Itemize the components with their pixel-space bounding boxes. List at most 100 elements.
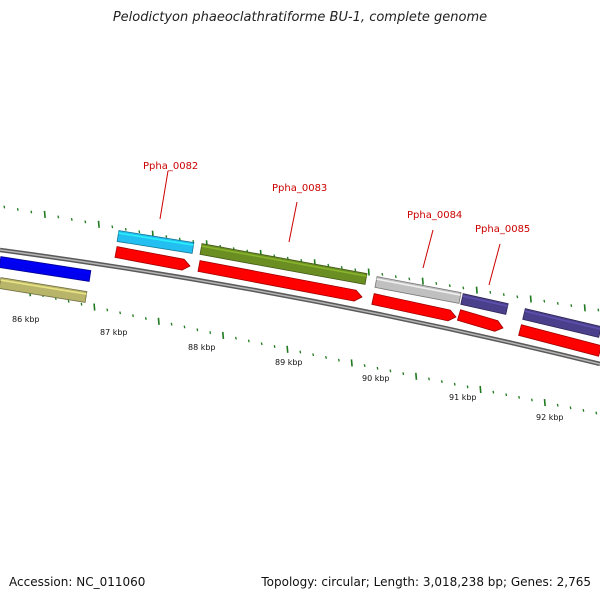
major-tick [221,331,225,339]
major-tick [583,304,586,312]
minor-tick [299,350,302,354]
minor-tick [435,281,438,285]
cds-arrow [456,309,504,332]
gene-bar-cyan [116,230,195,254]
minor-tick [273,345,276,348]
gene-bar-olive-highlight [201,245,367,277]
gene-label: Ppha_0083 [272,183,327,194]
minor-tick [440,380,443,384]
minor-tick [247,339,250,343]
genome-backbone [0,247,600,367]
minor-tick [394,275,397,279]
gene-bar-slate [522,308,600,338]
minor-tick [235,336,237,340]
minor-tick [448,284,451,288]
gene-bar-blue [0,256,92,282]
gene-bar-slate [460,293,509,315]
cds-arrow-highlight [373,295,450,314]
cds-arrow-highlight [459,311,498,324]
minor-tick [337,358,340,362]
minor-tick [453,382,456,386]
gene-callout: Ppha_0084 [407,210,462,269]
minor-tick [428,377,430,381]
tick-row-top [3,205,600,312]
minor-tick [84,220,87,224]
gene-callouts: Ppha_0082 Ppha_0083 Ppha_0084 Ppha_0085 [143,161,530,286]
cds-arrow-highlight [116,248,184,263]
minor-tick [389,369,392,373]
major-tick [367,268,370,276]
gene-callout: Ppha_0085 [475,224,530,286]
leader-line [288,201,298,243]
kbp-label: 89 kbp [275,358,303,367]
gene-bar-slate-highlight [462,295,508,307]
minor-tick [466,385,469,389]
gene-label: Ppha_0085 [475,224,530,235]
major-tick [286,345,289,353]
minor-tick [340,266,343,269]
backbone-highlight [0,249,600,365]
gene-bar-silver-highlight [376,278,461,296]
major-tick [529,295,532,303]
minor-tick [30,210,33,214]
minor-tick [402,372,405,376]
major-tick [157,317,160,325]
kbp-label: 90 kbp [362,374,390,383]
kbp-label-row: 86 kbp 87 kbp 88 kbp 89 kbp 90 kbp 91 kbp 92 k… [12,315,564,422]
gene-bar-khaki-highlight [0,279,87,295]
major-tick [97,220,100,228]
minor-tick [70,217,73,221]
feature-track [0,230,600,357]
minor-tick [327,263,330,267]
kbp-label: 91 kbp [449,393,477,402]
gene-callout: Ppha_0082 [143,161,198,220]
minor-tick [597,308,600,312]
major-tick [350,359,353,367]
major-tick [415,372,418,380]
map-title: Pelodictyon phaeoclathratiforme BU-1, co… [112,10,488,25]
kbp-label: 92 kbp [536,413,564,422]
minor-tick [570,304,573,308]
major-tick [93,303,96,311]
gene-bar-khaki [0,277,88,303]
gene-bar-cyan-highlight [118,232,194,246]
major-tick [43,210,46,219]
major-tick [479,385,482,394]
gene-bar-blue-highlight [0,258,91,274]
cds-arrow-highlight [199,262,356,294]
genome-summary-text: Topology: circular; Length: 3,018,238 bp… [261,575,591,589]
minor-tick [518,395,521,399]
gene-label: Ppha_0084 [407,210,462,221]
minor-tick [312,353,315,357]
cds-arrow-highlight [520,326,600,349]
minor-tick [408,277,411,281]
minor-tick [178,237,181,241]
minor-tick [57,215,60,219]
minor-tick [132,314,134,318]
accession-text: Accession: NC_011060 [9,575,146,589]
gene-bar-silver [374,276,462,304]
gene-bar-olive [199,243,368,285]
major-tick [421,277,424,285]
cds-arrow [518,324,600,357]
minor-tick [165,235,168,239]
minor-tick [119,311,122,315]
minor-tick [170,322,173,326]
minor-tick [556,403,559,407]
leader-line [422,229,434,269]
kbp-label: 88 kbp [188,343,216,352]
minor-tick [531,398,533,402]
minor-tick [325,356,327,359]
minor-tick [381,272,384,276]
minor-tick [505,393,508,397]
minor-tick [196,328,199,332]
minor-tick [16,208,19,211]
minor-tick [3,205,6,209]
minor-tick [569,406,572,410]
minor-tick [260,342,263,346]
cds-arrow [197,260,363,302]
minor-tick [582,408,585,412]
minor-tick [595,411,598,415]
minor-tick [209,331,212,335]
